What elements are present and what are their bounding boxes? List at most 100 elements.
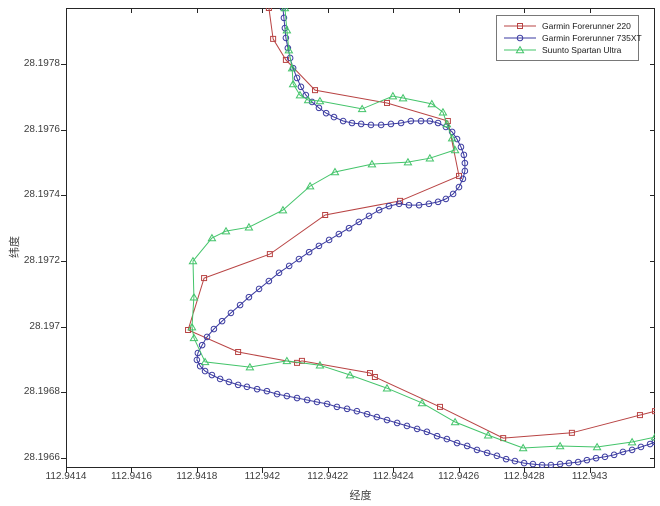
triangle-marker-icon (650, 432, 655, 441)
circle-marker-icon (355, 218, 363, 226)
circle-marker-icon (423, 428, 431, 436)
circle-marker-icon (373, 413, 381, 421)
circle-marker-icon (393, 419, 401, 427)
triangle-marker-icon (417, 398, 427, 407)
square-marker-icon (201, 275, 208, 282)
circle-marker-icon (601, 453, 609, 461)
circle-marker-icon (297, 83, 305, 91)
circle-marker-icon (461, 159, 469, 167)
circle-marker-icon (610, 451, 618, 459)
circle-marker-icon (574, 458, 582, 466)
circle-marker-icon (628, 446, 636, 454)
square-marker-icon (652, 408, 655, 415)
circle-marker-icon (295, 255, 303, 263)
y-tick-label: 28.197 (29, 320, 60, 332)
triangle-marker-icon (245, 362, 255, 371)
circle-marker-icon (273, 390, 281, 398)
square-marker-icon (265, 8, 272, 11)
triangle-marker-icon (438, 107, 448, 116)
triangle-marker-icon (288, 79, 298, 88)
circle-marker-icon (443, 435, 451, 443)
square-marker-icon (568, 429, 575, 436)
legend-label: Garmin Forerunner 220 (542, 20, 631, 31)
circle-marker-icon (283, 392, 291, 400)
y-tick-label: 28.1978 (23, 57, 60, 69)
circle-marker-icon (227, 309, 235, 317)
series-markers-garmin-forerunner-735xt (193, 8, 655, 468)
circle-marker-icon (483, 449, 491, 457)
square-marker-icon (298, 357, 305, 364)
triangle-marker-icon (284, 45, 294, 54)
series-line-suunto-spartan-ultra (191, 8, 655, 449)
circle-marker-icon (453, 439, 461, 447)
circle-marker-icon (461, 167, 469, 175)
triangle-marker-icon (200, 357, 210, 366)
circle-marker-icon (516, 34, 524, 41)
legend-swatch-triangle-icon (504, 45, 536, 53)
circle-marker-icon (302, 91, 310, 99)
legend-item-garmin-forerunner-220: Garmin Forerunner 220 (497, 20, 638, 31)
square-marker-icon (397, 197, 404, 204)
triangle-marker-icon (303, 95, 313, 104)
series-garmin-forerunner-220 (185, 8, 655, 442)
series-suunto-spartan-ultra (187, 8, 655, 452)
x-tick-label: 112.9424 (372, 471, 414, 482)
circle-marker-icon (397, 119, 405, 127)
y-axis-label: 纬度 (9, 236, 21, 258)
circle-marker-icon (339, 117, 347, 125)
circle-marker-icon (275, 269, 283, 277)
circle-marker-icon (236, 301, 244, 309)
plot-area (61, 8, 655, 473)
circle-marker-icon (285, 262, 293, 270)
triangle-marker-icon (447, 133, 457, 142)
square-marker-icon (636, 412, 643, 419)
square-marker-icon (517, 22, 523, 29)
circle-marker-icon (502, 455, 510, 463)
triangle-marker-icon (483, 430, 493, 439)
series-markers-garmin-forerunner-220 (185, 8, 655, 442)
circle-marker-icon (315, 242, 323, 250)
y-tick-label: 28.1966 (23, 452, 60, 464)
circle-marker-icon (225, 378, 233, 386)
circle-marker-icon (511, 457, 519, 465)
x-axis-label: 经度 (349, 490, 372, 502)
triangle-marker-icon (278, 205, 288, 214)
triangle-marker-icon (627, 437, 637, 446)
circle-marker-icon (449, 190, 457, 198)
circle-marker-icon (651, 438, 655, 446)
circle-marker-icon (426, 117, 434, 125)
circle-marker-icon (529, 460, 537, 468)
circle-marker-icon (637, 443, 645, 451)
circle-marker-icon (293, 394, 301, 402)
square-marker-icon (235, 349, 242, 356)
circle-marker-icon (243, 383, 251, 391)
circle-marker-icon (375, 206, 383, 214)
axis-box (66, 8, 655, 468)
triangle-marker-icon (398, 93, 408, 102)
triangle-marker-icon (189, 292, 199, 301)
circle-marker-icon (556, 460, 564, 468)
legend: Garmin Forerunner 220 Garmin Forerunner … (496, 15, 642, 61)
circle-marker-icon (218, 317, 226, 325)
circle-marker-icon (348, 119, 356, 127)
x-tick-label: 112.943 (571, 471, 608, 482)
circle-marker-icon (619, 448, 627, 456)
y-tick-label: 28.1976 (23, 123, 60, 135)
square-marker-icon (266, 251, 273, 258)
circle-marker-icon (280, 14, 288, 22)
square-marker-icon (437, 403, 444, 410)
circle-marker-icon (234, 381, 242, 389)
circle-marker-icon (263, 387, 271, 395)
circle-marker-icon (322, 109, 330, 117)
triangle-marker-icon (450, 417, 460, 426)
circle-marker-icon (415, 201, 423, 209)
circle-marker-icon (201, 367, 209, 375)
triangle-marker-icon (221, 226, 231, 235)
circle-marker-icon (395, 200, 403, 208)
circle-marker-icon (333, 403, 341, 411)
chart-svg (61, 8, 655, 473)
series-line-garmin-forerunner-220 (187, 8, 655, 439)
square-marker-icon (312, 87, 319, 94)
circle-marker-icon (493, 452, 501, 460)
circle-marker-icon (255, 285, 263, 293)
